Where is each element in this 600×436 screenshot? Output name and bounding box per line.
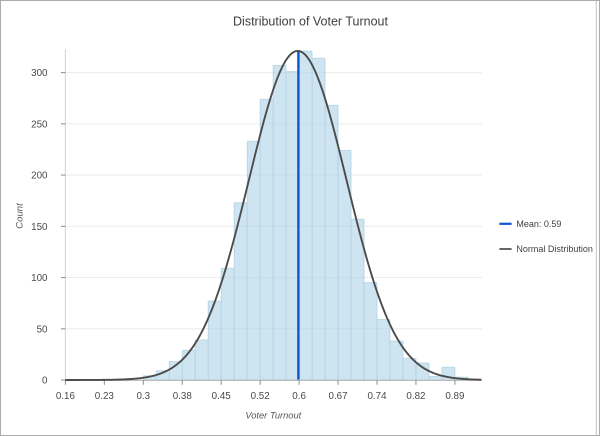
svg-text:200: 200 xyxy=(31,171,48,182)
svg-text:Count: Count xyxy=(15,203,26,229)
svg-text:0.16: 0.16 xyxy=(56,391,76,402)
svg-text:0.52: 0.52 xyxy=(251,391,270,402)
svg-text:50: 50 xyxy=(37,324,48,335)
svg-text:Distribution of Voter Turnout: Distribution of Voter Turnout xyxy=(233,15,388,29)
svg-text:0: 0 xyxy=(42,376,48,387)
svg-text:0.23: 0.23 xyxy=(95,391,115,402)
svg-text:0.3: 0.3 xyxy=(136,391,150,402)
svg-text:0.89: 0.89 xyxy=(445,391,464,402)
svg-text:Mean: 0.59: Mean: 0.59 xyxy=(516,219,561,229)
svg-text:150: 150 xyxy=(31,222,48,233)
svg-text:Normal Distribution: Normal Distribution xyxy=(516,244,593,254)
svg-text:0.82: 0.82 xyxy=(406,391,425,402)
svg-text:0.45: 0.45 xyxy=(212,391,232,402)
svg-text:Voter Turnout: Voter Turnout xyxy=(245,411,301,421)
svg-text:250: 250 xyxy=(31,119,48,130)
svg-text:0.74: 0.74 xyxy=(367,391,387,402)
svg-text:300: 300 xyxy=(31,68,48,79)
svg-text:100: 100 xyxy=(31,273,48,284)
svg-text:0.38: 0.38 xyxy=(173,391,193,402)
svg-text:0.6: 0.6 xyxy=(292,391,306,402)
svg-text:0.67: 0.67 xyxy=(329,391,348,402)
